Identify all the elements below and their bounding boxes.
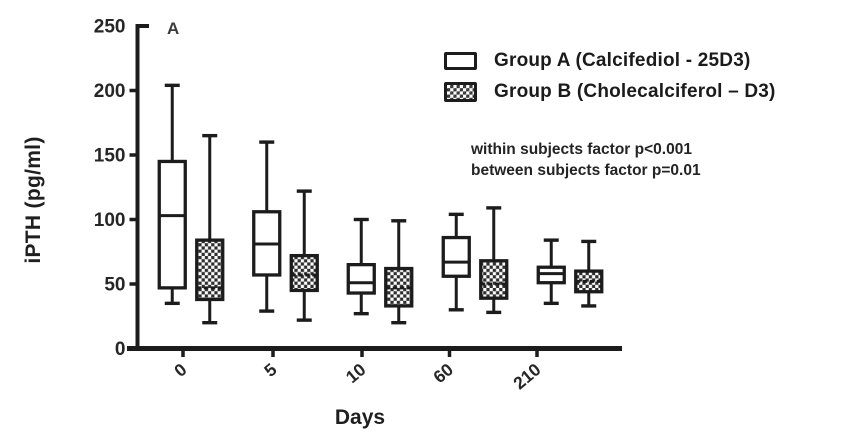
x-tick-label: 210 [509,359,544,393]
between-subjects-annotation: between subjects factor p=0.01 [471,162,701,179]
x-tick-label: 10 [342,359,370,387]
x-axis-title: Days [334,406,386,429]
legend-item-group-b: Group B (Cholecalciferol – D3) [444,81,776,103]
panel-label: A [167,19,180,38]
y-tick-label: 50 [104,275,125,296]
x-tick-label: 60 [429,359,457,387]
open-box-icon [444,52,477,70]
legend: Group A (Calcifediol - 25D3) Group B (Ch… [444,50,776,103]
within-subjects-annotation: within subjects factor p<0.001 [471,141,692,158]
box-group-a-day-10 [346,262,376,295]
box-group-b-day-0 [195,238,225,302]
box-group-b-day-60 [479,259,509,300]
y-tick-label: 0 [115,339,126,360]
y-tick-label: 100 [94,210,126,231]
plot-area: 0 50 100 150 200 250 0 5 10 60 210 [94,17,622,393]
legend-item-group-a: Group A (Calcifediol - 25D3) [444,50,776,72]
x-tick-label: 5 [260,359,281,381]
y-tick-label: 200 [94,81,126,102]
y-tick-label: 150 [94,146,126,167]
checkered-box-icon [444,82,477,102]
legend-label-group-b: Group B (Cholecalciferol – D3) [494,81,776,102]
legend-label-group-a: Group A (Calcifediol - 25D3) [494,50,751,71]
y-axis-title: iPTH (pg/ml) [22,136,45,264]
x-tick-label: 0 [170,359,191,381]
y-tick-label: 250 [94,17,126,38]
box-group-b-day-5 [289,253,319,293]
box-group-a-day-60 [441,235,471,278]
stat-annotations: within subjects factor p<0.001 between s… [471,141,701,180]
box-group-a-day-0 [157,159,187,290]
